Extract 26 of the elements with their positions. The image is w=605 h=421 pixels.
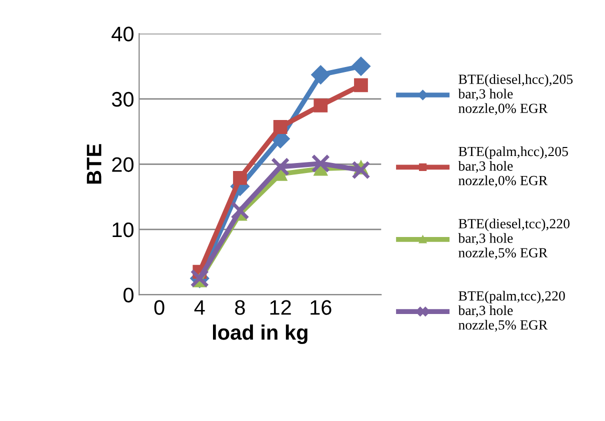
x-tick-label: 0 — [154, 300, 164, 315]
point — [311, 65, 330, 84]
point — [273, 120, 288, 134]
y-tick-label: 10 — [112, 222, 134, 238]
point — [314, 98, 328, 112]
point — [352, 160, 370, 180]
legend-label: BTE(diesel,tcc),220 bar,3 hole nozzle,5% EGR — [458, 218, 570, 260]
point — [354, 78, 368, 92]
x-tick-label: 16 — [310, 300, 332, 315]
point — [270, 157, 290, 176]
legend-label: BTE(palm,tcc),220 bar,3 hole nozzle,5% EGR — [458, 290, 565, 332]
point — [351, 56, 371, 76]
y-axis-title: BTE — [86, 144, 102, 184]
legend-label: BTE(diesel,hcc),205 bar,3 hole nozzle,0% EGR — [458, 74, 573, 116]
point — [311, 154, 330, 173]
y-tick-label: 30 — [112, 92, 134, 107]
x-tick-label: 12 — [270, 300, 291, 315]
x-tick-label: 8 — [235, 300, 245, 315]
x-tick-label: 4 — [194, 300, 205, 315]
point — [230, 201, 250, 220]
x-axis-title: load in kg — [212, 324, 308, 344]
y-tick-label: 20 — [112, 157, 134, 172]
legend-label: BTE(palm,hcc),205 bar,3 hole nozzle,0% EGR — [458, 146, 568, 188]
y-tick-label: 40 — [112, 26, 134, 42]
y-tick-label: 0 — [124, 288, 134, 302]
point — [233, 170, 247, 185]
